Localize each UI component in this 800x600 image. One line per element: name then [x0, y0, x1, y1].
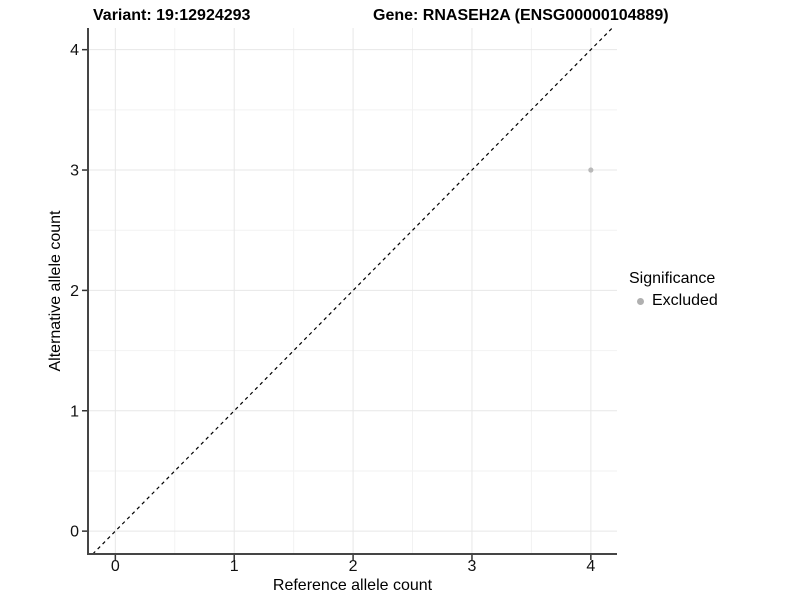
x-tick-label: 1 [230, 558, 239, 575]
legend-item-excluded: Excluded [629, 292, 718, 310]
x-tick-label: 2 [349, 558, 358, 575]
excluded-point-icon [637, 297, 644, 305]
y-tick-label: 1 [70, 403, 79, 420]
x-tick-label: 4 [586, 558, 595, 575]
legend-title: Significance [629, 270, 716, 287]
x-axis-title: Reference allele count [272, 577, 433, 594]
gene-title: Gene: RNASEH2A (ENSG00000104889) [373, 7, 669, 24]
y-tick-label: 2 [70, 283, 79, 300]
variant-title: Variant: 19:12924293 [93, 7, 251, 24]
legend: Significance Excluded [629, 269, 718, 310]
x-tick-label: 0 [111, 558, 120, 575]
y-axis-title: Alternative allele count [47, 210, 64, 372]
identity-reference-line [92, 27, 613, 555]
data-point [588, 167, 594, 173]
y-tick-label: 4 [70, 42, 79, 59]
y-tick-label: 3 [70, 163, 79, 180]
y-tick-label: 0 [70, 524, 79, 541]
legend-item-label: Excluded [652, 292, 718, 309]
x-tick-label: 3 [468, 558, 477, 575]
panel-background [88, 28, 617, 554]
